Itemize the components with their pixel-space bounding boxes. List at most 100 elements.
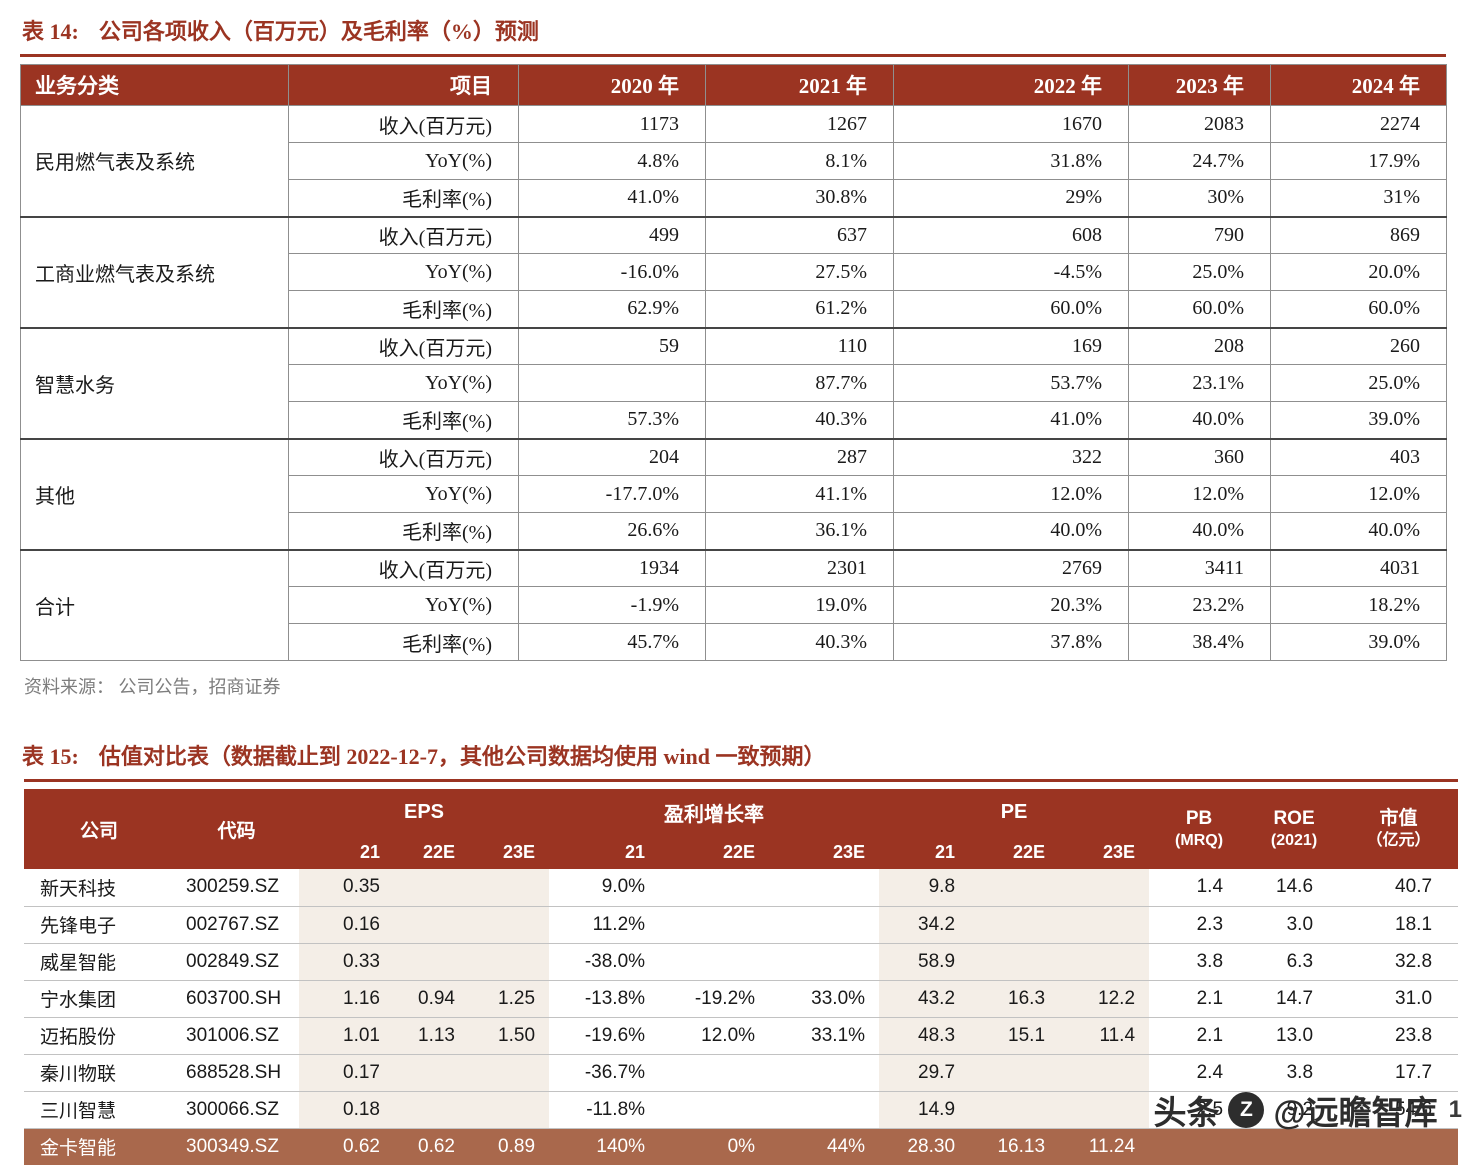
eps-cell: 0.18 [299,1091,394,1129]
value-cell: 39.0% [1270,401,1447,439]
table14-row: YoY(%) 4.8% 8.1% 31.8% 24.7% 17.9% [21,142,1447,180]
value-cell: 1267 [705,105,894,143]
value-cell: 25.0% [1270,364,1447,402]
eps-cell: 1.50 [469,1017,550,1055]
table14-title: 公司各项收入（百万元）及毛利率（%）预测 [98,19,539,44]
growth-cell [769,1054,880,1092]
sub-eps-23e: 23E [469,835,550,869]
eps-cell: 0.33 [299,943,394,981]
company-name-cell: 先锋电子 [24,906,174,944]
item-label-cell: 收入(百万元) [288,105,519,143]
value-cell: 40.0% [1128,401,1271,439]
growth-cell: 44% [769,1128,880,1165]
item-label-cell: YoY(%) [288,142,519,180]
sub-eps-21: 21 [299,835,394,869]
table14-caption-rule [20,54,1446,57]
eps-cell [469,943,550,981]
sub-growth-21: 21 [549,835,660,869]
eps-cell: 0.89 [469,1128,550,1165]
value-cell: 19.0% [705,586,894,624]
col-header-2022: 2022 年 [893,64,1129,106]
stock-code-cell: 002767.SZ [174,906,299,944]
table14-tag: 表 14: [22,19,79,44]
value-cell: 110 [705,326,894,365]
value-cell: 53.7% [893,364,1129,402]
growth-cell [659,943,770,981]
table14-row: 毛利率(%) 62.9% 61.2% 60.0% 60.0% 60.0% [21,290,1447,328]
market-cap-cell: 18.1 [1339,906,1459,944]
value-cell: 27.5% [705,253,894,291]
eps-cell: 1.01 [299,1017,394,1055]
table15-row: 迈拓股份 301006.SZ 1.01 1.13 1.50 -19.6% 12.0% 33.1… [24,1017,1459,1055]
eps-cell: 0.35 [299,869,394,907]
item-label-cell: 收入(百万元) [288,326,519,365]
value-cell: 2769 [893,548,1129,587]
item-label-cell: 收入(百万元) [288,548,519,587]
market-cap-cell: 32.8 [1339,943,1459,981]
growth-cell: -11.8% [549,1091,660,1129]
col-header-2024: 2024 年 [1270,64,1447,106]
value-cell: 12.0% [1128,475,1271,513]
table14-row: YoY(%) 87.7% 53.7% 23.1% 25.0% [21,364,1447,402]
eps-cell [469,1054,550,1092]
stock-code-cell: 301006.SZ [174,1017,299,1055]
sub-eps-22e: 22E [394,835,469,869]
sub-growth-22e: 22E [659,835,770,869]
value-cell: 36.1% [705,512,894,550]
stock-code-cell: 300259.SZ [174,869,299,907]
eps-cell: 0.94 [394,980,469,1018]
growth-cell: -38.0% [549,943,660,981]
table15-row: 秦川物联 688528.SH 0.17 -36.7% 29.7 2.4 3.8 17.7 [24,1054,1459,1092]
item-label-cell: 毛利率(%) [288,623,519,661]
growth-cell: 11.2% [549,906,660,944]
col-group-profit-growth: 盈利增长率 [549,789,880,835]
stock-code-cell: 300066.SZ [174,1091,299,1129]
value-cell: 790 [1128,215,1271,254]
roe-cell: 14.6 [1249,869,1340,907]
value-cell: 61.2% [705,290,894,328]
value-cell: 40.0% [1270,512,1447,550]
sub-pe-21: 21 [879,835,970,869]
item-label-cell: 毛利率(%) [288,179,519,217]
roe-sublabel: (2021) [1270,831,1318,849]
value-cell: 17.9% [1270,142,1447,180]
eps-cell [394,1054,469,1092]
table15-row: 三川智慧 300066.SZ 0.18 -11.8% 14.9 2.5 9.2 54.6 [24,1091,1459,1129]
eps-cell: 0.62 [394,1128,469,1165]
value-cell: -1.9% [518,586,706,624]
value-cell: 40.3% [705,623,894,661]
watermark-text-toutiao: 头条 [1153,1094,1220,1131]
eps-cell [469,869,550,907]
eps-cell [394,1091,469,1129]
table15-row: 威星智能 002849.SZ 0.33 -38.0% 58.9 3.8 6.3 32.8 [24,943,1459,981]
pb-cell: 3.8 [1149,943,1250,981]
business-category-cell: 合计 [20,548,289,661]
business-category-cell: 民用燃气表及系统 [20,105,289,217]
value-cell: 18.2% [1270,586,1447,624]
value-cell: 39.0% [1270,623,1447,661]
item-label-cell: 毛利率(%) [288,401,519,439]
pe-cell: 9.8 [879,869,970,907]
roe-cell: 6.3 [1249,943,1340,981]
market-cap-cell: 17.7 [1339,1054,1459,1092]
value-cell: 41.0% [518,179,706,217]
value-cell: 12.0% [1270,475,1447,513]
table14-row: 合计 收入(百万元) 1934 2301 2769 3411 4031 [20,548,1447,661]
value-cell: 31.8% [893,142,1129,180]
watermark-logo-glyph: Z [1240,1098,1253,1121]
item-label-cell: YoY(%) [288,364,519,402]
col-header-item: 项目 [288,64,519,106]
growth-cell [659,906,770,944]
value-cell: 60.0% [893,290,1129,328]
table14-caption: 表 14: 公司各项收入（百万元）及毛利率（%）预测 [22,14,1446,46]
growth-cell [769,906,880,944]
value-cell: 23.1% [1128,364,1271,402]
table15-header-group-row: 公司 代码 EPS 盈利增长率 PE PB (MRQ) ROE (2021) 市… [24,789,1459,869]
value-cell: 23.2% [1128,586,1271,624]
col-header-2023: 2023 年 [1128,64,1271,106]
table15-tag: 表 15: [22,744,79,769]
roe-cell: 3.8 [1249,1054,1340,1092]
col-header-2021: 2021 年 [705,64,894,106]
growth-cell: -36.7% [549,1054,660,1092]
value-cell: 38.4% [1128,623,1271,661]
